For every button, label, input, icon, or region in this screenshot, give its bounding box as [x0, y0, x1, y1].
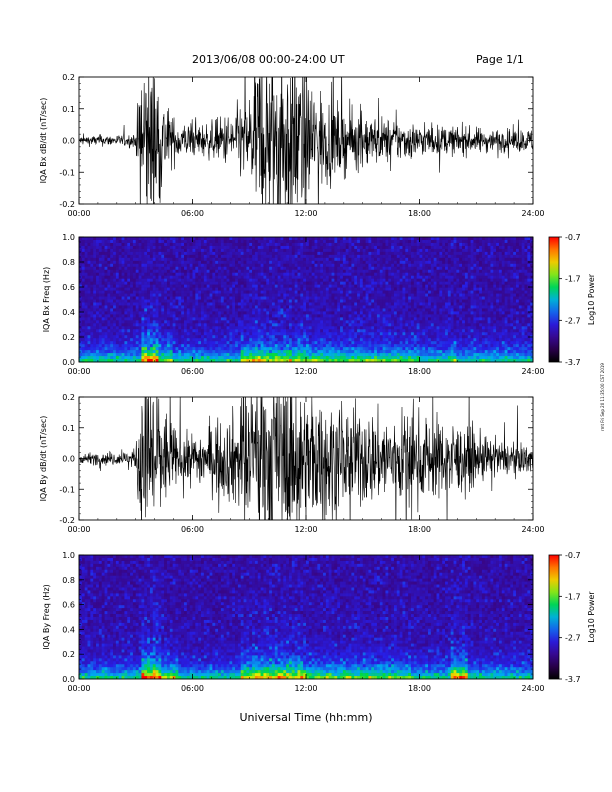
- bx-spectrogram-ytick-label: 0.0: [62, 358, 75, 367]
- by-spectrogram-ylabel: IQA By Freq (Hz): [42, 584, 51, 650]
- by-spectrogram-colorbar-tick-label: -1.7: [565, 592, 581, 601]
- by-spectrogram-colorbar-tick-label: -3.7: [565, 675, 581, 684]
- by-timeseries-trace: [79, 397, 533, 520]
- bx-timeseries-ytick-label: 0.0: [62, 137, 75, 146]
- by-spectrogram-colorbar: [548, 554, 560, 680]
- by-spectrogram-xtick-label: 06:00: [181, 684, 204, 693]
- bx-timeseries-xtick-label: 06:00: [181, 209, 204, 218]
- by-spectrogram-colorbar-tick-label: -0.7: [565, 551, 581, 560]
- bx-spectrogram-ytick-label: 0.2: [62, 333, 75, 342]
- bx-timeseries-xtick-label: 00:00: [67, 209, 90, 218]
- bx-spectrogram-cells: [79, 237, 534, 363]
- bx-spectrogram-xtick-label: 06:00: [181, 367, 204, 376]
- bx-spectrogram-ytick-label: 0.8: [62, 258, 75, 267]
- bx-spectrogram-colorbar: [548, 236, 560, 363]
- by-spectrogram-ytick-label: 0.6: [62, 601, 75, 610]
- bx-spectrogram-colorbar-tick-label: -1.7: [565, 275, 581, 284]
- by-spectrogram-ytick-label: 1.0: [62, 551, 75, 560]
- by-spectrogram-colorbar-tick-label: -2.7: [565, 634, 581, 643]
- by-spectrogram-xtick-label: 18:00: [408, 684, 431, 693]
- by-timeseries-trace-group: [79, 397, 533, 520]
- by-spectrogram-ytick-label: 0.0: [62, 675, 75, 684]
- x-axis-title: Universal Time (hh:mm): [240, 711, 373, 724]
- bx-spectrogram-colorbar-tick-label: -3.7: [565, 358, 581, 367]
- bx-timeseries-xtick-label: 18:00: [408, 209, 431, 218]
- bx-spectrogram-colorbar-label: Log10 Power: [587, 273, 596, 325]
- page-number: Page 1/1: [476, 53, 524, 66]
- bx-timeseries-ytick-label: 0.1: [62, 105, 75, 114]
- by-spectrogram-cells: [79, 555, 534, 680]
- bx-timeseries-xtick-label: 24:00: [521, 209, 544, 218]
- by-timeseries-ytick-label: 0.1: [62, 424, 75, 433]
- page-title: 2013/06/08 00:00-24:00 UT: [192, 53, 345, 66]
- by-timeseries-ytick-label: 0.2: [62, 393, 75, 402]
- bx-spectrogram-ytick-label: 1.0: [62, 233, 75, 242]
- bx-spectrogram-colorbar-tick-label: -0.7: [565, 233, 581, 242]
- bx-spectrogram-xtick-label: 18:00: [408, 367, 431, 376]
- by-timeseries-ylabel: IQA By dB/dt (nT/sec): [39, 416, 48, 502]
- side-timestamp: rmt Fri Sep 20 11:35:00 CST 2019: [600, 363, 605, 431]
- by-spectrogram-ytick-label: 0.4: [62, 625, 75, 634]
- by-timeseries-xtick-label: 18:00: [408, 525, 431, 534]
- by-spectrogram-ytick-label: 0.8: [62, 576, 75, 585]
- bx-spectrogram-ylabel: IQA Bx Freq (Hz): [42, 267, 51, 333]
- bx-spectrogram-ytick-label: 0.6: [62, 283, 75, 292]
- bx-timeseries-ytick-label: -0.1: [59, 168, 75, 177]
- bx-spectrogram-xtick-label: 00:00: [67, 367, 90, 376]
- bx-spectrogram-xtick-label: 24:00: [521, 367, 544, 376]
- by-timeseries-xtick-label: 12:00: [294, 525, 317, 534]
- by-spectrogram-xtick-label: 00:00: [67, 684, 90, 693]
- by-timeseries-ytick-label: 0.0: [62, 455, 75, 464]
- by-timeseries-xtick-label: 00:00: [67, 525, 90, 534]
- bx-timeseries-xtick-label: 12:00: [294, 209, 317, 218]
- by-spectrogram-xtick-label: 24:00: [521, 684, 544, 693]
- bx-timeseries-ylabel: IQA Bx dB/dt (nT/sec): [39, 98, 48, 184]
- bx-spectrogram-ytick-label: 0.4: [62, 308, 75, 317]
- bx-timeseries-ytick-label: -0.2: [59, 200, 75, 209]
- by-timeseries-xtick-label: 06:00: [181, 525, 204, 534]
- bx-spectrogram-colorbar-tick-label: -2.7: [565, 316, 581, 325]
- by-timeseries-ytick-label: -0.1: [59, 485, 75, 494]
- bx-timeseries-ytick-label: 0.2: [62, 73, 75, 82]
- by-spectrogram-xtick-label: 12:00: [294, 684, 317, 693]
- by-timeseries-xtick-label: 24:00: [521, 525, 544, 534]
- by-spectrogram-colorbar-label: Log10 Power: [587, 591, 596, 643]
- by-spectrogram-ytick-label: 0.2: [62, 650, 75, 659]
- bx-spectrogram-xtick-label: 12:00: [294, 367, 317, 376]
- by-timeseries-ytick-label: -0.2: [59, 516, 75, 525]
